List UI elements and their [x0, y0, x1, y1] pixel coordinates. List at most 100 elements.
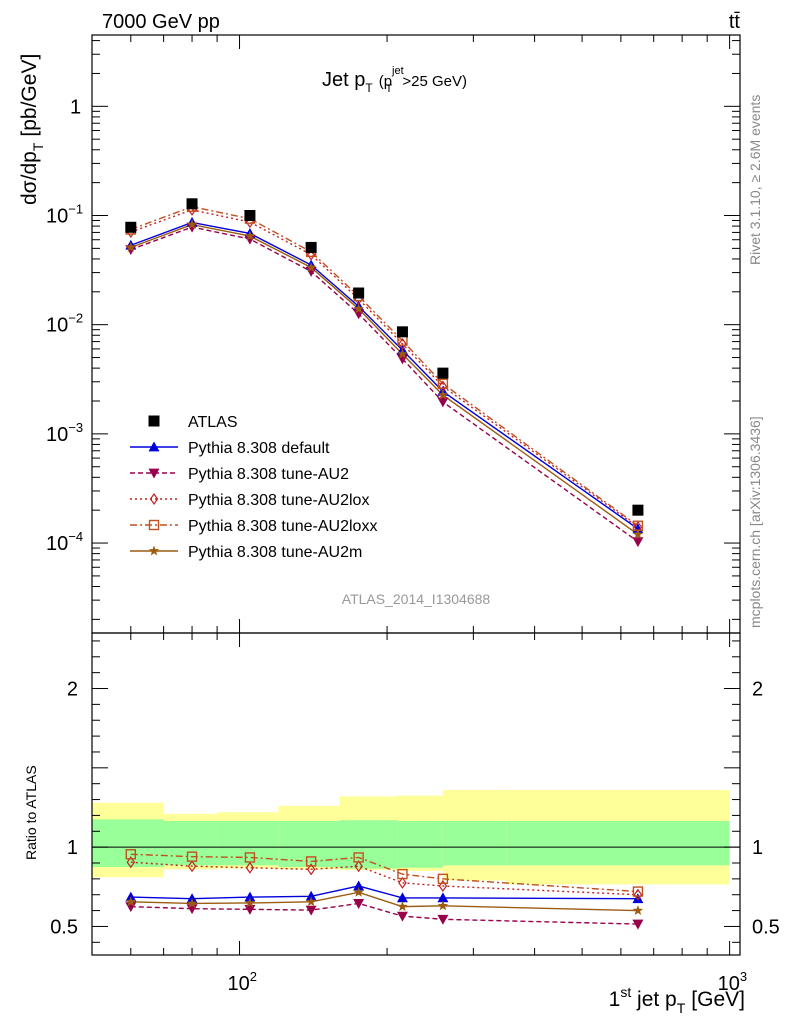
- energy-label: 7000 GeV pp: [102, 11, 220, 33]
- series-point-main-1: [437, 397, 449, 408]
- ratio-y-label: Ratio to ATLAS: [23, 765, 39, 860]
- series-point-ratio-1: [396, 911, 408, 922]
- y-tick-label: 10−3: [46, 420, 83, 446]
- atlas-point: [305, 241, 317, 253]
- band-stat: [442, 820, 507, 866]
- x-label-rest: jet p: [631, 988, 677, 1011]
- series-point-ratio-4: [632, 905, 644, 916]
- series-line-ratio-3: [130, 853, 638, 893]
- series-point-ratio-0: [396, 892, 408, 903]
- band-stat: [506, 820, 730, 866]
- series-point-ratio-3: [632, 886, 644, 897]
- series-point-ratio-1: [353, 899, 365, 909]
- series-line-main-3: [130, 206, 639, 527]
- series-point-ratio-4: [125, 896, 137, 907]
- title-main: Jet p: [322, 69, 365, 91]
- markers-layer: [125, 198, 644, 930]
- series-point-ratio-3: [125, 849, 137, 860]
- series-point-main-4: [305, 261, 317, 272]
- atlas-point: [396, 326, 408, 338]
- series-point-ratio-0: [437, 892, 449, 903]
- x-label-sup: st: [620, 984, 631, 1000]
- series-point-ratio-1: [305, 905, 317, 916]
- y-tick-label: 1: [70, 96, 81, 118]
- series-point-main-1: [186, 222, 198, 233]
- legend-marker: [148, 519, 160, 531]
- series-point-ratio-2: [187, 860, 197, 873]
- ratio-y-tick-label-left: 2: [67, 679, 78, 701]
- series-point-main-4: [125, 241, 137, 252]
- series-point-main-4: [353, 303, 364, 314]
- x-label-sub: T: [677, 1000, 686, 1016]
- series-line-ratio-1: [130, 902, 638, 925]
- series-point-ratio-1: [632, 919, 644, 930]
- series-point-ratio-3: [186, 851, 198, 862]
- atlas-point: [437, 367, 449, 379]
- legend-label: Pythia 8.308 tune-AU2m: [188, 544, 362, 561]
- rivet-label: Rivet 3.1.10, ≥ 2.6M events: [747, 95, 763, 265]
- y-tick-label: 10−4: [46, 529, 83, 555]
- title-paren-close: >25 GeV): [402, 73, 467, 90]
- series-point-main-4: [397, 348, 408, 359]
- ratio-bands: [92, 790, 730, 885]
- y-tick-label: 10−1: [46, 202, 83, 228]
- series-point-main-1: [632, 537, 644, 548]
- series-point-main-1: [305, 267, 317, 277]
- title-paren-sup: jet: [391, 65, 404, 77]
- series-line-main-4: [130, 223, 639, 535]
- series-line-ratio-0: [130, 885, 638, 900]
- series-point-ratio-4: [305, 896, 317, 907]
- series-point-ratio-4: [397, 901, 408, 912]
- main-y-label: dσ/dpT [pb/GeV]: [18, 54, 46, 205]
- legend-label: ATLAS: [188, 414, 238, 431]
- series-point-ratio-0: [632, 893, 644, 904]
- y-tick-label: 10−2: [46, 311, 83, 337]
- series-line-ratio-4: [130, 891, 638, 912]
- main-y-label-main: dσ/dp: [18, 151, 41, 205]
- atlas-point: [632, 504, 644, 516]
- band-stat: [92, 819, 164, 867]
- series-point-ratio-4: [437, 900, 449, 911]
- series-point-ratio-0: [244, 891, 256, 902]
- x-tick-label: 103: [718, 969, 747, 995]
- series-point-ratio-3: [244, 852, 256, 863]
- ratio-y-tick-label-right: 2: [752, 679, 763, 701]
- series-point-ratio-2: [354, 860, 363, 873]
- atlas-point: [125, 221, 137, 233]
- title-main-sub: T: [365, 81, 373, 95]
- series-point-ratio-4: [353, 886, 364, 897]
- mcplots-label: mcplots.cern.ch [arXiv:1306.3436]: [747, 416, 763, 628]
- series-point-main-1: [244, 234, 256, 245]
- series-point-ratio-3: [397, 868, 408, 880]
- ratio-y-tick-label-left: 1: [67, 837, 78, 859]
- series-point-main-4: [186, 219, 198, 230]
- legend-label: Pythia 8.308 tune-AU2loxx: [188, 518, 377, 535]
- series-line-main-2: [130, 209, 639, 528]
- atlas-point: [353, 287, 365, 299]
- legend-marker: [148, 468, 160, 479]
- legend-marker: [148, 441, 160, 452]
- ratio-y-tick-label-right: 0.5: [752, 916, 780, 938]
- legend-marker: [149, 492, 159, 506]
- legend-marker: [148, 415, 160, 427]
- analysis-id: ATLAS_2014_I1304688: [342, 591, 491, 607]
- x-label-unit: [GeV]: [691, 988, 745, 1011]
- series-line-main-1: [130, 226, 639, 543]
- series-point-main-3: [437, 378, 449, 389]
- ratio-y-tick-label-left: 0.5: [50, 916, 78, 938]
- series-point-ratio-3: [305, 856, 317, 867]
- chart-title: Jet pT (pjet T >25 GeV): [322, 65, 467, 95]
- series-point-ratio-0: [305, 890, 317, 901]
- title-paren-open: (p: [379, 73, 392, 90]
- atlas-point: [244, 210, 256, 222]
- x-label-main: 1: [609, 988, 621, 1011]
- series-point-ratio-1: [244, 904, 256, 915]
- atlas-point: [186, 198, 198, 210]
- ratio-y-tick-label-right: 1: [752, 837, 763, 859]
- series-point-ratio-2: [438, 879, 448, 893]
- series-point-ratio-3: [353, 852, 364, 863]
- series-point-ratio-4: [186, 897, 198, 908]
- series-point-main-4: [244, 230, 256, 241]
- title-paren-sub: T: [386, 83, 393, 95]
- main-y-label-sub: T: [30, 142, 46, 151]
